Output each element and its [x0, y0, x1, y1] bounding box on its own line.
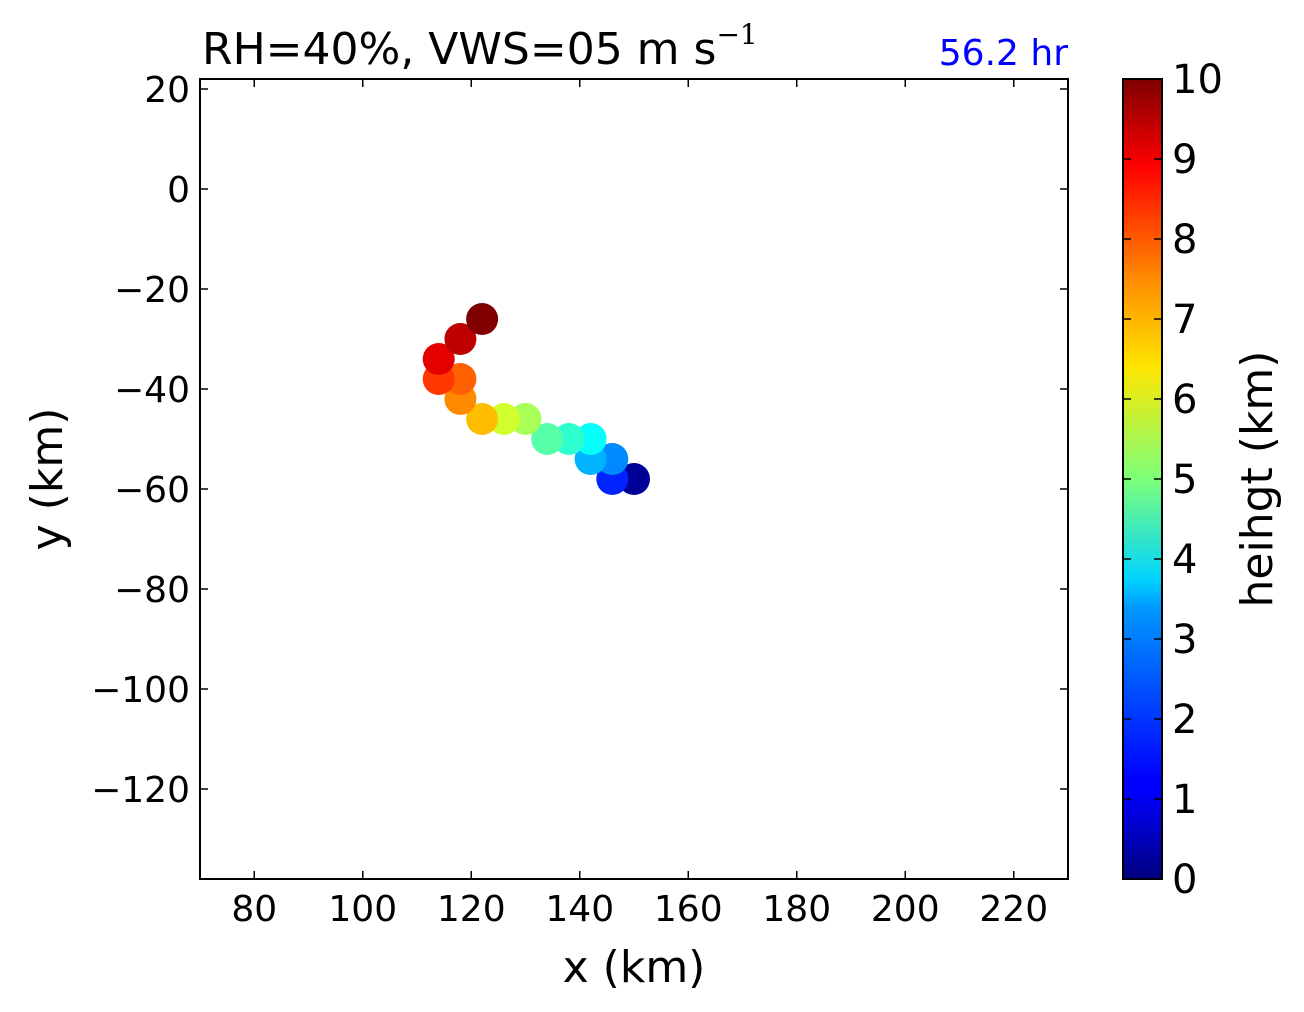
x-tick-label: 80 [231, 889, 277, 930]
x-tick-label: 100 [328, 889, 397, 930]
x-axis-ticks: 80 100 120 140 160 180 200 220 [231, 79, 1048, 930]
colorbar-tick-label: 6 [1172, 377, 1197, 423]
data-point [531, 423, 564, 455]
colorbar-tick-label: 4 [1172, 537, 1197, 583]
colorbar-tick-label: 3 [1172, 617, 1197, 663]
colorbar-tick-label: 5 [1172, 457, 1197, 503]
data-points [422, 303, 650, 495]
time-annotation: 56.2 hr [939, 33, 1068, 74]
x-tick-label: 180 [762, 889, 831, 930]
data-point [466, 303, 499, 335]
colorbar-ticks: 0 1 2 3 4 5 6 7 8 9 10 [1123, 57, 1223, 903]
chart-title-superscript: −1 [716, 18, 757, 51]
y-tick-label: −20 [114, 270, 190, 311]
x-tick-label: 200 [871, 889, 940, 930]
colorbar-tick-label: 8 [1172, 217, 1197, 263]
x-tick-label: 140 [545, 889, 614, 930]
y-tick-label: −60 [114, 470, 190, 511]
x-tick-label: 120 [437, 889, 506, 930]
y-axis-ticks: 20 0 −20 −40 −60 −80 −100 −120 [91, 70, 1068, 811]
y-tick-label: −100 [91, 670, 190, 711]
chart-title: RH=40%, VWS=05 m s−1 [202, 18, 758, 75]
y-axis-label: y (km) [22, 408, 73, 551]
colorbar-tick-label: 9 [1172, 137, 1197, 183]
colorbar-tick-label: 7 [1172, 297, 1197, 343]
x-tick-label: 220 [979, 889, 1048, 930]
data-point [422, 343, 455, 375]
data-point [466, 403, 499, 435]
y-tick-label: 20 [144, 70, 190, 111]
data-point [444, 323, 477, 355]
colorbar-tick-label: 10 [1172, 57, 1223, 103]
x-tick-label: 160 [654, 889, 723, 930]
colorbar-tick-label: 2 [1172, 697, 1197, 743]
x-axis-label: x (km) [563, 942, 706, 993]
colorbar-label: heihgt (km) [1232, 351, 1283, 608]
chart-title-main: RH=40%, VWS=05 m s [202, 24, 716, 75]
y-tick-label: −80 [114, 570, 190, 611]
y-tick-label: −120 [91, 770, 190, 811]
y-tick-label: −40 [114, 370, 190, 411]
y-tick-label: 0 [167, 170, 190, 211]
colorbar-tick-label: 0 [1172, 857, 1197, 903]
colorbar-tick-label: 1 [1172, 777, 1197, 823]
